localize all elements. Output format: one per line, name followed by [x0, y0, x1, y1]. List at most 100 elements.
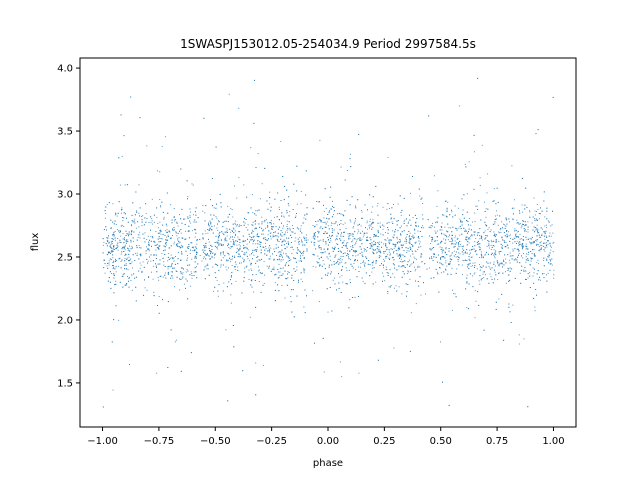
- data-point: [286, 255, 288, 257]
- data-point: [195, 246, 197, 248]
- data-point: [243, 221, 245, 223]
- data-point: [393, 252, 394, 254]
- data-point: [238, 244, 240, 246]
- data-point: [217, 236, 219, 238]
- data-point: [320, 249, 322, 251]
- data-point: [270, 232, 272, 234]
- data-point: [159, 199, 161, 200]
- data-point: [367, 228, 368, 230]
- data-point: [129, 233, 131, 235]
- data-point: [148, 277, 150, 278]
- data-point: [544, 233, 546, 235]
- data-point: [391, 221, 393, 223]
- data-point: [124, 284, 126, 286]
- data-point: [194, 229, 196, 231]
- data-point: [445, 247, 447, 249]
- data-point: [263, 221, 265, 223]
- data-point: [185, 238, 187, 240]
- data-point: [167, 234, 169, 236]
- data-point: [342, 241, 344, 243]
- data-point: [111, 259, 112, 261]
- data-point: [188, 230, 190, 232]
- data-point: [111, 273, 113, 274]
- data-point: [342, 223, 344, 225]
- data-point: [515, 229, 517, 231]
- data-point: [502, 239, 504, 241]
- data-point: [284, 248, 286, 250]
- data-point: [291, 311, 293, 313]
- data-point: [521, 244, 523, 246]
- data-point: [529, 264, 531, 266]
- data-point: [207, 253, 208, 255]
- data-point: [430, 248, 432, 250]
- data-point: [175, 339, 177, 341]
- data-point: [318, 201, 320, 203]
- data-point: [437, 261, 438, 263]
- data-point: [114, 220, 116, 222]
- data-point: [110, 246, 112, 248]
- data-point: [499, 263, 501, 265]
- data-point: [458, 264, 460, 266]
- data-point: [291, 274, 293, 276]
- data-point: [541, 235, 543, 237]
- data-point: [199, 255, 201, 256]
- data-point: [230, 302, 232, 304]
- data-point: [312, 290, 314, 292]
- data-point: [510, 255, 512, 257]
- data-point: [363, 248, 365, 250]
- data-point: [231, 272, 233, 274]
- data-point: [296, 266, 298, 268]
- data-point: [349, 238, 351, 240]
- data-point: [251, 232, 253, 234]
- data-point: [350, 246, 352, 248]
- data-point: [222, 264, 224, 266]
- data-point: [495, 239, 497, 241]
- data-point: [317, 236, 319, 238]
- data-point: [314, 242, 316, 244]
- data-point: [532, 241, 534, 243]
- data-point: [287, 241, 289, 243]
- data-point: [222, 257, 224, 259]
- data-point: [517, 231, 519, 233]
- data-point: [543, 260, 545, 261]
- data-point: [300, 228, 302, 230]
- data-point: [207, 254, 209, 256]
- data-point: [224, 238, 226, 240]
- data-point: [258, 269, 260, 271]
- data-point: [204, 278, 206, 280]
- data-point: [317, 201, 319, 203]
- data-point: [106, 229, 107, 231]
- data-point: [167, 239, 169, 241]
- data-point: [168, 247, 170, 249]
- data-point: [380, 226, 381, 228]
- data-point: [266, 265, 268, 267]
- data-point: [262, 364, 264, 366]
- data-point: [255, 249, 256, 251]
- data-point: [148, 242, 150, 244]
- data-point: [151, 271, 152, 273]
- data-point: [466, 220, 468, 221]
- data-point: [187, 246, 189, 248]
- data-point: [144, 241, 146, 243]
- data-point: [360, 266, 361, 268]
- data-point: [514, 248, 516, 250]
- data-point: [220, 245, 222, 246]
- data-point: [182, 272, 184, 274]
- data-point: [439, 267, 441, 268]
- data-point: [507, 267, 509, 269]
- data-point: [362, 230, 364, 232]
- data-point: [156, 207, 158, 209]
- data-point: [546, 259, 548, 261]
- data-point: [276, 238, 278, 240]
- data-point: [366, 220, 368, 222]
- data-point: [449, 263, 451, 265]
- data-point: [525, 187, 527, 189]
- data-point: [410, 239, 411, 240]
- data-point: [431, 257, 433, 259]
- data-point: [406, 264, 408, 266]
- data-point: [457, 237, 459, 239]
- data-point: [231, 229, 233, 231]
- data-point: [401, 293, 403, 295]
- data-point: [257, 243, 259, 245]
- data-point: [168, 259, 170, 260]
